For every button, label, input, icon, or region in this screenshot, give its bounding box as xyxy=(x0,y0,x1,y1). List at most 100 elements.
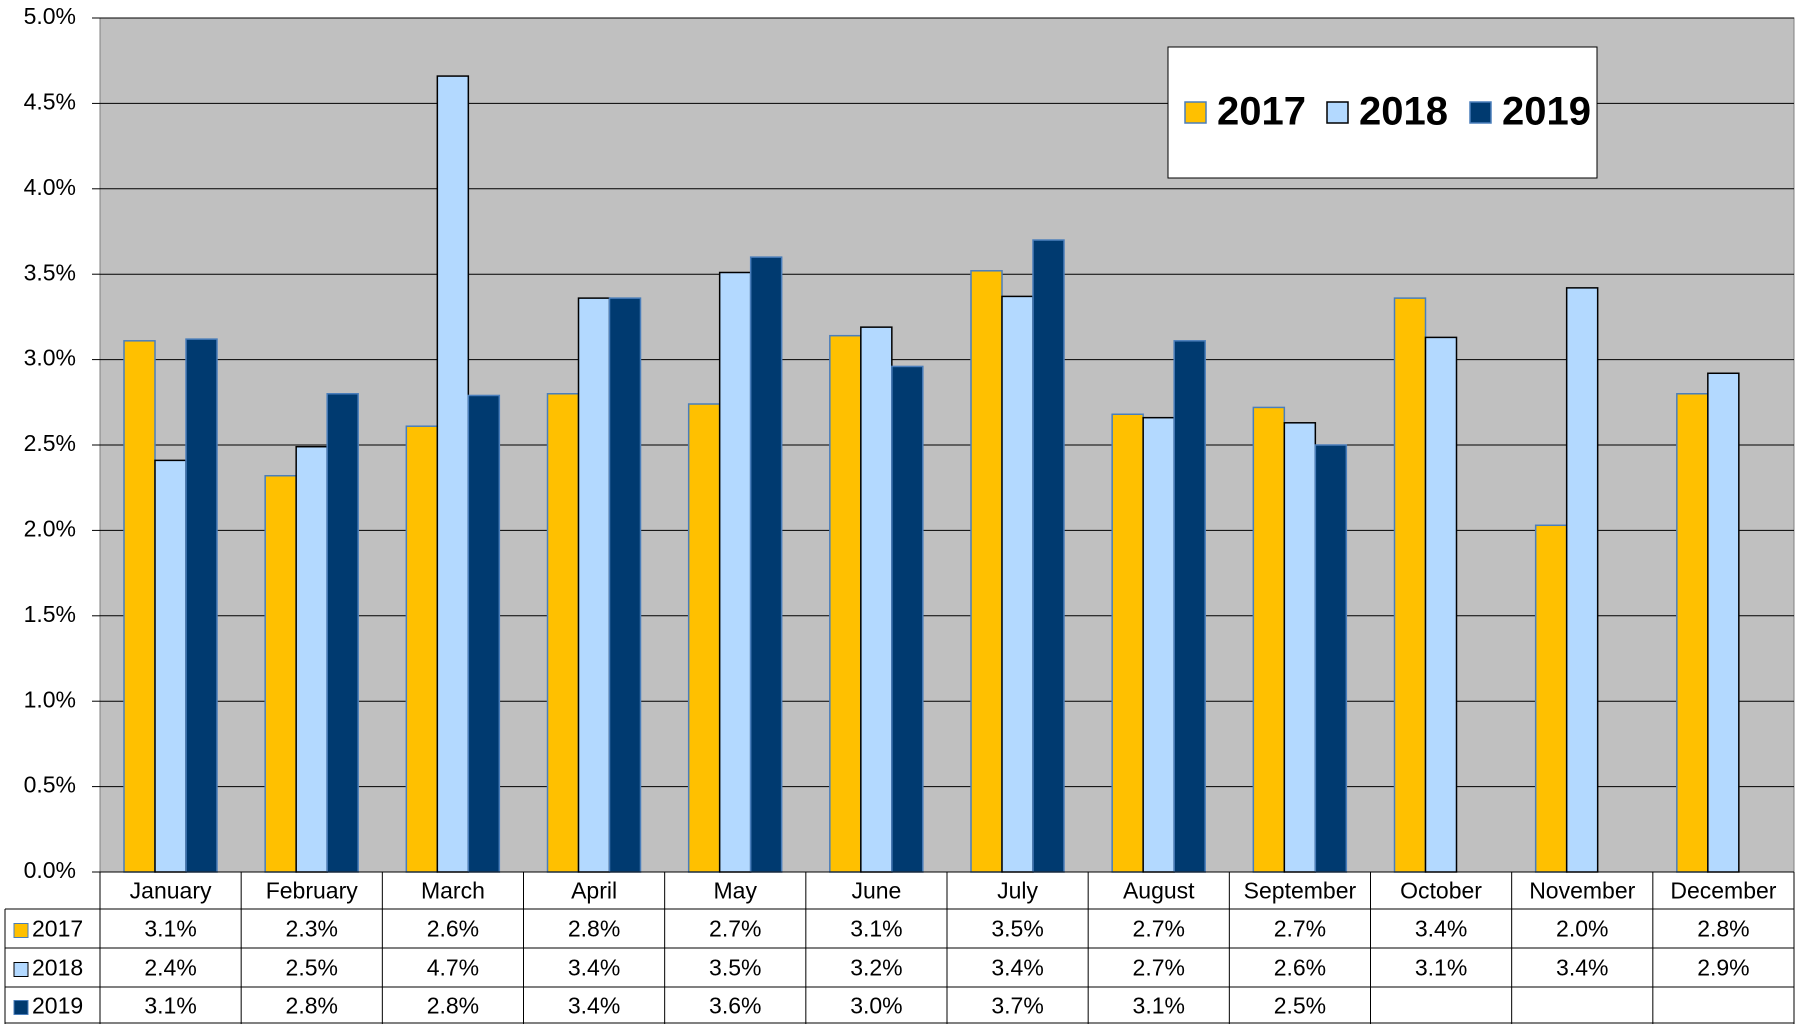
x-tick-label: February xyxy=(266,878,359,904)
bar xyxy=(577,297,611,873)
bar xyxy=(154,459,187,873)
table-legend-key xyxy=(13,962,29,977)
table-value: 3.4% xyxy=(568,993,620,1019)
bar xyxy=(608,297,642,873)
table-value: 2.6% xyxy=(1274,955,1326,981)
table-value: 2.8% xyxy=(568,916,620,942)
bar xyxy=(687,403,721,873)
legend-box xyxy=(1167,46,1598,179)
x-tick-label: September xyxy=(1244,878,1357,904)
x-tick-label: January xyxy=(130,878,212,904)
table-value: 2.5% xyxy=(1274,993,1326,1019)
bar xyxy=(546,393,580,873)
x-tick-label: April xyxy=(571,878,617,904)
table-value: 3.0% xyxy=(850,993,902,1019)
table-value: 4.7% xyxy=(427,955,479,981)
bar xyxy=(860,326,893,873)
bar xyxy=(123,340,156,873)
y-tick-label: 3.5% xyxy=(24,259,76,285)
legend-key xyxy=(1469,101,1492,124)
table-value: 3.1% xyxy=(144,916,196,942)
x-tick-label: August xyxy=(1123,878,1195,904)
table-value: 2.7% xyxy=(1133,955,1185,981)
table-value: 3.4% xyxy=(568,955,620,981)
table-value: 2.9% xyxy=(1697,955,1749,981)
table-value: 2.7% xyxy=(1133,916,1185,942)
y-tick-label: 2.0% xyxy=(24,515,76,541)
bar xyxy=(1001,295,1034,873)
bar xyxy=(1676,393,1709,873)
table-legend-key xyxy=(13,923,29,938)
table-value: 3.6% xyxy=(709,993,761,1019)
bar xyxy=(1032,239,1065,873)
bar xyxy=(891,365,924,873)
x-tick-label: May xyxy=(714,878,758,904)
bar xyxy=(436,75,470,873)
bar xyxy=(1111,413,1144,873)
table-value: 2.4% xyxy=(144,955,196,981)
y-tick-label: 4.0% xyxy=(24,174,76,200)
table-legend-key xyxy=(13,1000,29,1015)
table-value: 3.1% xyxy=(850,916,902,942)
bar xyxy=(295,445,328,873)
x-tick-label: June xyxy=(851,878,901,904)
bar xyxy=(264,474,297,873)
bar xyxy=(405,425,439,873)
bar xyxy=(1173,340,1206,873)
table-value: 3.1% xyxy=(1415,955,1467,981)
table-value: 2.0% xyxy=(1556,916,1608,942)
y-tick-label: 0.5% xyxy=(24,772,76,798)
table-value: 2.3% xyxy=(286,916,338,942)
bar xyxy=(467,394,501,873)
bar xyxy=(1314,444,1348,873)
legend-key xyxy=(1184,101,1207,124)
bar xyxy=(1565,287,1599,873)
bar xyxy=(1534,524,1568,873)
bar xyxy=(718,271,752,873)
bar xyxy=(970,270,1003,873)
bar xyxy=(1707,372,1740,873)
table-value: 3.4% xyxy=(1556,955,1608,981)
table-series-name: 2019 xyxy=(32,993,83,1019)
table-value: 3.4% xyxy=(1415,916,1467,942)
table-series-name: 2018 xyxy=(32,955,83,981)
bar xyxy=(749,256,783,873)
x-tick-label: March xyxy=(421,878,485,904)
table-series-name: 2017 xyxy=(32,916,83,942)
legend-label: 2019 xyxy=(1502,90,1591,134)
bar xyxy=(185,338,218,873)
y-tick-label: 2.5% xyxy=(24,430,76,456)
bar xyxy=(1424,336,1458,873)
table-value: 2.5% xyxy=(286,955,338,981)
table-value: 2.6% xyxy=(427,916,479,942)
y-tick-label: 3.0% xyxy=(24,345,76,371)
table-value: 3.7% xyxy=(991,993,1043,1019)
bar xyxy=(1252,406,1286,873)
y-tick-label: 5.0% xyxy=(24,3,76,29)
table-value: 2.7% xyxy=(1274,916,1326,942)
table-value: 2.7% xyxy=(709,916,761,942)
y-tick-label: 0.0% xyxy=(24,857,76,883)
table-value: 3.5% xyxy=(991,916,1043,942)
y-tick-label: 1.0% xyxy=(24,686,76,712)
legend-label: 2017 xyxy=(1217,90,1306,134)
legend-label: 2018 xyxy=(1359,90,1448,134)
table-value: 2.8% xyxy=(427,993,479,1019)
y-tick-label: 4.5% xyxy=(24,88,76,114)
x-tick-label: December xyxy=(1670,878,1776,904)
x-tick-label: October xyxy=(1400,878,1482,904)
table-value: 3.5% xyxy=(709,955,761,981)
table-value: 2.8% xyxy=(286,993,338,1019)
bar xyxy=(326,393,359,873)
x-tick-label: July xyxy=(997,878,1038,904)
table-value: 2.8% xyxy=(1697,916,1749,942)
table-value: 3.1% xyxy=(144,993,196,1019)
legend-key xyxy=(1326,101,1349,124)
bar xyxy=(1393,297,1427,873)
bar xyxy=(1283,422,1317,873)
bar xyxy=(1142,416,1175,873)
table-value: 3.2% xyxy=(850,955,902,981)
y-tick-label: 1.5% xyxy=(24,601,76,627)
bar xyxy=(829,334,862,873)
